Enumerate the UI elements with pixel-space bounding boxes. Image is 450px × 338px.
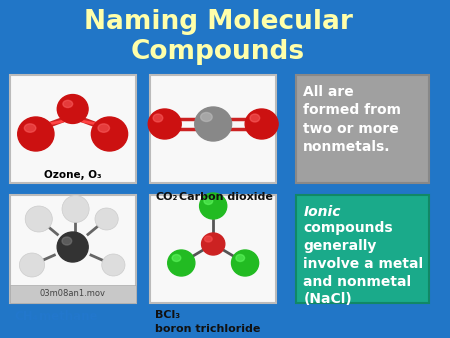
Text: All are
formed from
two or more
nonmetals.: All are formed from two or more nonmetal… [303,85,401,154]
FancyBboxPatch shape [296,195,429,303]
Ellipse shape [153,114,163,122]
Ellipse shape [24,124,36,132]
Ellipse shape [250,114,260,122]
FancyBboxPatch shape [150,195,276,303]
Text: Naming Molecular: Naming Molecular [84,9,352,35]
FancyBboxPatch shape [10,285,135,303]
Text: Carbon dioxide: Carbon dioxide [179,192,273,202]
Ellipse shape [95,208,118,230]
Ellipse shape [102,254,125,276]
Text: compounds
generally
involve a metal
and nonmetal
(NaCl): compounds generally involve a metal and … [303,221,423,307]
Ellipse shape [245,109,278,139]
Ellipse shape [168,250,195,276]
Ellipse shape [204,236,212,242]
FancyBboxPatch shape [296,75,429,183]
Ellipse shape [148,109,181,139]
Ellipse shape [202,233,225,255]
Text: Ozone, O₃: Ozone, O₃ [44,170,102,180]
Ellipse shape [200,193,227,219]
Text: Compounds: Compounds [131,39,305,65]
Text: CO₂: CO₂ [155,192,177,202]
Ellipse shape [57,232,88,262]
Ellipse shape [204,197,213,204]
Ellipse shape [63,100,73,107]
Text: boron trichloride: boron trichloride [155,324,261,334]
FancyBboxPatch shape [10,75,135,183]
Text: Ionic: Ionic [303,205,341,219]
Ellipse shape [57,95,88,123]
FancyBboxPatch shape [150,75,276,183]
Ellipse shape [91,117,128,151]
Text: methane: methane [39,311,97,323]
Ellipse shape [19,253,45,277]
Ellipse shape [201,113,212,121]
Ellipse shape [62,237,72,245]
Ellipse shape [195,107,232,141]
Text: BCl₃: BCl₃ [155,310,180,320]
Ellipse shape [236,255,245,262]
Text: 03m08an1.mov: 03m08an1.mov [40,290,106,298]
Ellipse shape [172,255,181,262]
Ellipse shape [98,124,109,132]
FancyBboxPatch shape [10,195,135,303]
Ellipse shape [25,206,52,232]
Text: CH₄: CH₄ [14,311,38,323]
Ellipse shape [231,250,259,276]
Ellipse shape [62,195,89,222]
Ellipse shape [18,117,54,151]
